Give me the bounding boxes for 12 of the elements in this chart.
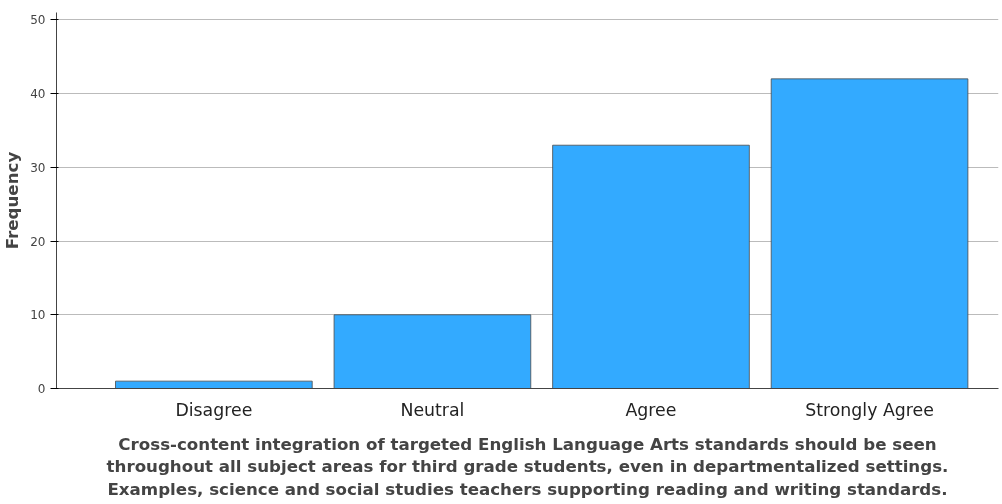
y-tick-label: 20 xyxy=(30,234,46,249)
y-tick-label: 50 xyxy=(30,13,46,28)
y-tick-label: 0 xyxy=(37,382,46,396)
y-tick-label: 40 xyxy=(30,87,46,102)
x-axis-title: Cross-content integration of targeted English Language Arts standards should be seen throughout all subject areas for third grade students, even in departmentalized settings. Examples, science and social studies teachers supporting reading and writing standards. xyxy=(106,434,949,500)
x-tick-label: Disagree xyxy=(175,399,253,420)
x-tick-label: Strongly Agree xyxy=(805,399,934,420)
x-tick-label: Agree xyxy=(625,399,677,420)
y-tick-label: 30 xyxy=(30,160,46,175)
y-axis-title: Frequency xyxy=(3,151,23,250)
y-tick-label: 10 xyxy=(30,308,46,323)
x-tick-label: Neutral xyxy=(400,399,465,420)
